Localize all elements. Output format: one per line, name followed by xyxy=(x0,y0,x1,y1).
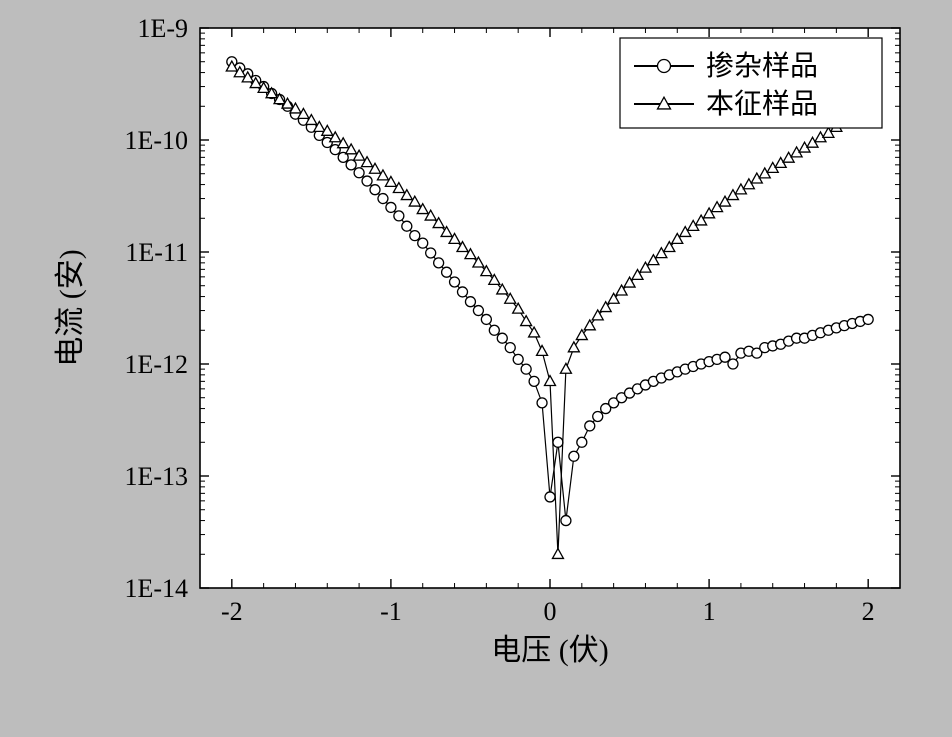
y-tick-label: 1E-13 xyxy=(124,462,188,491)
x-tick-label: -1 xyxy=(380,597,402,626)
legend-label-doped: 掺杂样品 xyxy=(706,50,818,82)
x-axis-label: 电压 (伏) xyxy=(491,634,608,667)
x-tick-label: -2 xyxy=(221,597,243,626)
y-tick-label: 1E-10 xyxy=(124,126,188,155)
x-tick-label: 1 xyxy=(703,597,716,626)
y-axis-label: 电流 (安) xyxy=(54,249,87,366)
y-tick-label: 1E-11 xyxy=(125,238,188,267)
chart-svg: -2 -1 0 1 2 1E-14 1E-13 1E-12 1E-11 1E-10 1E-9 电压 (… xyxy=(0,0,952,737)
legend-label-intrinsic: 本征样品 xyxy=(706,88,818,120)
chart-container: -2 -1 0 1 2 1E-14 1E-13 1E-12 1E-11 1E-10 1E-9 电压 (… xyxy=(0,0,952,737)
y-tick-label: 1E-9 xyxy=(137,14,188,43)
y-tick-label: 1E-12 xyxy=(124,350,188,379)
legend: 掺杂样品本征样品 xyxy=(620,38,882,128)
y-tick-label: 1E-14 xyxy=(124,574,188,603)
x-tick-label: 2 xyxy=(862,597,875,626)
x-tick-label: 0 xyxy=(544,597,557,626)
